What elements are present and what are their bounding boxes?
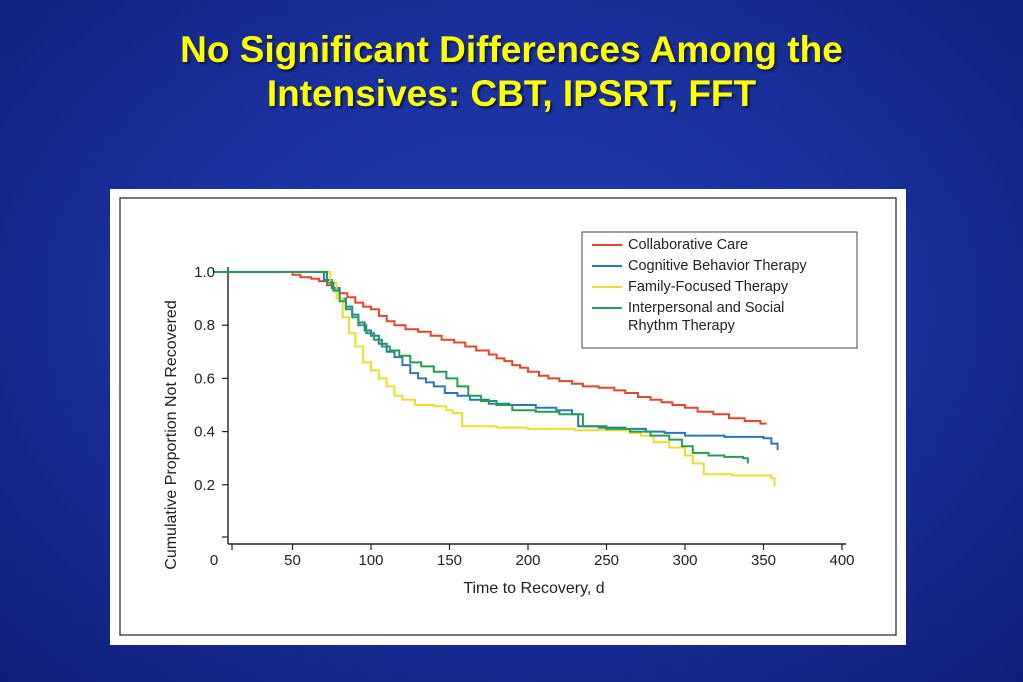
x-tick-label: 200 [515, 552, 540, 569]
chart-series [214, 271, 779, 487]
series-line-2 [214, 271, 779, 451]
x-tick-label: 100 [358, 552, 383, 569]
legend-label-1: Collaborative Care [628, 237, 748, 253]
chart-tick-labels: 0.2 0.4 0.6 0.8 1.0 0 50 100 150 200 250 300 350 400 [194, 264, 854, 569]
x-tick-label: 350 [751, 552, 776, 569]
legend-box [581, 231, 858, 349]
y-tick-label: 0.4 [194, 424, 215, 441]
y-axis-label: Cumulative Proportion Not Recovered [163, 300, 180, 569]
legend-label-2: Cognitive Behavior Therapy [628, 258, 807, 274]
figure-frame [119, 197, 897, 636]
y-tick-label: 0.2 [194, 477, 215, 494]
series-line-3 [214, 271, 776, 487]
y-tick-label: 1.0 [194, 264, 215, 281]
series-line-1 [214, 271, 767, 425]
slide-title-line-2: Intensives: CBT, IPSRT, FFT [266, 73, 757, 114]
x-axis-label: Time to Recovery, d [463, 580, 604, 597]
x-tick-label: 250 [594, 552, 619, 569]
x-tick-label: 400 [829, 552, 854, 569]
chart-legend: Collaborative Care Cognitive Behavior The… [581, 231, 858, 349]
x-tick-label: 300 [672, 552, 697, 569]
slide-title-line-1: No Significant Differences Among the [180, 29, 843, 70]
series-line-4 [214, 271, 749, 464]
y-tick-label: 0.6 [194, 370, 215, 387]
chart-axes [222, 267, 846, 550]
x-tick-label: 150 [437, 552, 462, 569]
legend-label-4: Interpersonal and Social Rhythm Therapy [628, 300, 784, 334]
slide-title: No Significant Differences Among the Int… [0, 28, 1023, 116]
figure-panel: 0.2 0.4 0.6 0.8 1.0 0 50 100 150 200 250 300 350 400 … [110, 189, 906, 645]
survival-chart: 0.20.40.60.81.00 50 100 150 200 250 300 350 400 … [119, 197, 897, 636]
legend-label-3: Family-Focused Therapy [628, 279, 789, 295]
x-tick-label: 0 [210, 552, 218, 569]
x-tick-label: 50 [284, 552, 301, 569]
y-tick-label: 0.8 [194, 317, 215, 334]
